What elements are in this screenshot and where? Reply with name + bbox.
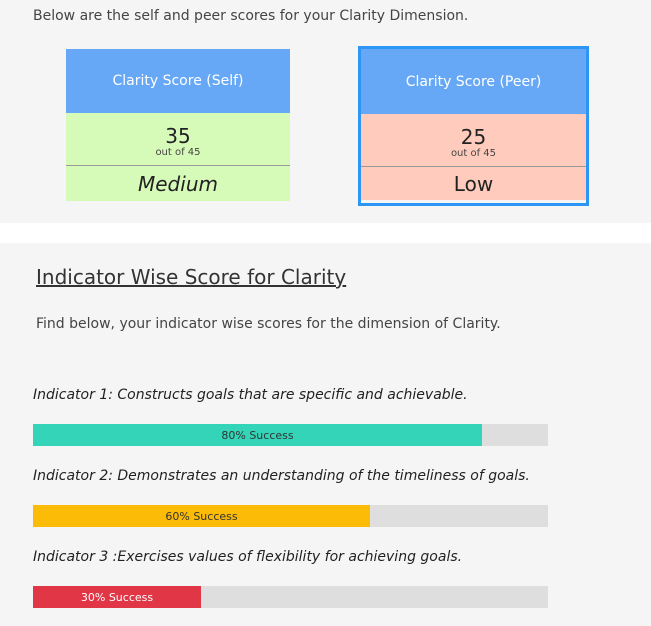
indicator-1-progress-track: 80% Success bbox=[33, 424, 548, 446]
score-summary-section: Below are the self and peer scores for y… bbox=[0, 0, 651, 223]
indicator-2-label: Indicator 2: Demonstrates an understandi… bbox=[33, 468, 530, 484]
peer-score-block: 25 out of 45 bbox=[361, 114, 586, 167]
section-description: Find below, your indicator wise scores f… bbox=[36, 316, 501, 332]
self-score-block: 35 out of 45 bbox=[66, 113, 290, 166]
indicator-3-label: Indicator 3 :Exercises values of flexibi… bbox=[33, 549, 463, 565]
section-title: Indicator Wise Score for Clarity bbox=[36, 265, 347, 289]
indicator-1-progress-text: 80% Success bbox=[221, 428, 294, 442]
indicator-section: Indicator Wise Score for Clarity Find be… bbox=[0, 243, 651, 626]
indicator-2-progress-fill: 60% Success bbox=[33, 505, 370, 527]
peer-card-title: Clarity Score (Peer) bbox=[361, 49, 586, 114]
self-score-out-of: out of 45 bbox=[155, 147, 201, 158]
indicator-3-progress-fill: 30% Success bbox=[33, 586, 201, 608]
indicator-2-progress-track: 60% Success bbox=[33, 505, 548, 527]
peer-score-level: Low bbox=[361, 167, 586, 200]
peer-score-out-of: out of 45 bbox=[450, 148, 497, 159]
indicator-3-progress-track: 30% Success bbox=[33, 586, 548, 608]
indicator-1-progress-fill: 80% Success bbox=[33, 424, 482, 446]
indicator-2-progress-text: 60% Success bbox=[165, 509, 238, 523]
self-score-value: 35 bbox=[165, 124, 191, 148]
section-divider bbox=[0, 223, 651, 243]
peer-score-card[interactable]: Clarity Score (Peer) 25 out of 45 Low bbox=[358, 46, 589, 206]
intro-text: Below are the self and peer scores for y… bbox=[33, 8, 469, 24]
peer-score-value: 25 bbox=[460, 125, 487, 149]
self-card-title: Clarity Score (Self) bbox=[66, 49, 290, 113]
indicator-3-progress-text: 30% Success bbox=[80, 590, 154, 604]
self-score-level: Medium bbox=[66, 166, 290, 201]
self-score-card: Clarity Score (Self) 35 out of 45 Medium bbox=[66, 49, 290, 201]
indicator-1-label: Indicator 1: Constructs goals that are s… bbox=[33, 387, 468, 403]
